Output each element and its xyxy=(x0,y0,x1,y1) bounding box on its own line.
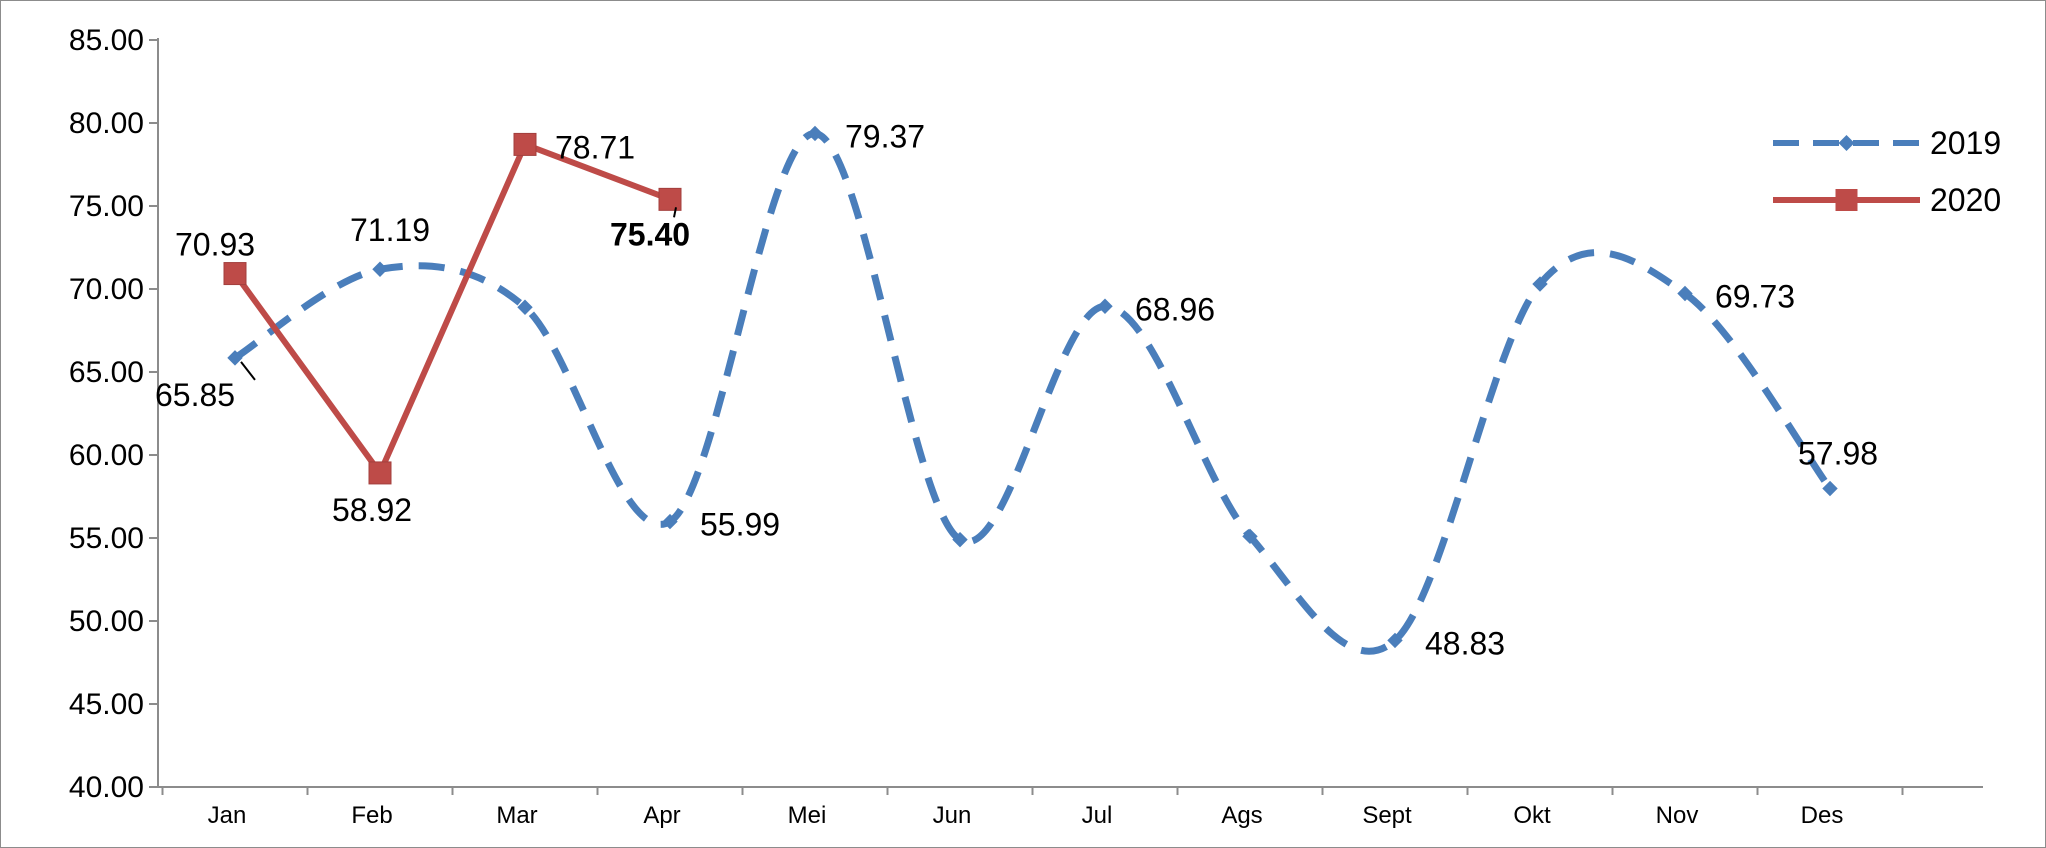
x-tick-label: Jun xyxy=(933,802,972,829)
data-point-2019-Des xyxy=(1822,480,1838,497)
data-point-2020-Mar xyxy=(513,132,537,156)
legend: 2019 2020 xyxy=(1773,125,2001,218)
x-tick-label: Des xyxy=(1801,802,1844,829)
data-point-2020-Apr xyxy=(658,187,682,211)
data-label-2020-Mar: 78.71 xyxy=(555,129,635,165)
series-line-2020 xyxy=(232,141,672,476)
data-point-2019-Sept xyxy=(1387,632,1403,649)
data-label-2020-Apr: 75.40 xyxy=(610,216,690,252)
legend-label-2020: 2020 xyxy=(1930,182,2001,218)
x-tick-label: Jul xyxy=(1082,802,1113,829)
x-tick-label: Apr xyxy=(643,802,680,829)
x-tick-label: Okt xyxy=(1513,802,1551,829)
data-label-2019-Jan: 65.85 xyxy=(155,377,235,413)
label-leader-line xyxy=(673,207,677,218)
chart-axes: 40.00 45.00 50.00 55.00 60.00 65.00 70.00 75.00… xyxy=(69,24,1983,829)
data-labels: 65.85 71.19 55.99 79.37 68.96 48.83 69.73 57.98… xyxy=(155,118,1878,661)
x-tick-label: Mei xyxy=(788,802,827,829)
data-point-2019-Mar xyxy=(517,299,533,315)
x-tick-label: Feb xyxy=(351,802,392,829)
data-label-2019-Mei: 79.37 xyxy=(845,118,925,154)
data-point-2019-Okt xyxy=(1532,276,1548,292)
data-point-2020-Jan xyxy=(223,262,247,286)
y-tick-label: 80.00 xyxy=(69,107,144,140)
x-tick-label: Sept xyxy=(1362,802,1412,829)
x-tick-label: Jan xyxy=(208,802,247,829)
x-tick-label: Ags xyxy=(1221,802,1262,829)
data-point-2019-Jan xyxy=(227,350,243,366)
data-label-2019-Feb: 71.19 xyxy=(350,212,430,248)
legend-label-2019: 2019 xyxy=(1930,125,2001,161)
data-point-2019-Apr xyxy=(662,513,678,530)
data-point-2019-Jun xyxy=(952,531,968,548)
x-tick-label: Mar xyxy=(496,802,537,829)
data-point-2019-Mei xyxy=(807,125,823,142)
data-label-2019-Des: 57.98 xyxy=(1798,436,1878,472)
label-leader-line xyxy=(240,361,256,381)
data-label-2019-Jul: 68.96 xyxy=(1135,291,1215,327)
y-tick-label: 70.00 xyxy=(69,273,144,306)
y-tick-label: 50.00 xyxy=(69,605,144,638)
x-tick-label: Nov xyxy=(1656,802,1699,829)
data-point-2019-Feb xyxy=(372,261,388,277)
series-line-2019 xyxy=(233,129,1833,655)
y-tick-label: 75.00 xyxy=(69,190,144,223)
data-label-2020-Feb: 58.92 xyxy=(332,492,412,528)
data-point-2019-Jul xyxy=(1097,298,1113,314)
y-tick-label: 85.00 xyxy=(69,24,144,57)
legend-marker-2020 xyxy=(1835,189,1858,211)
y-tick-label: 45.00 xyxy=(69,688,144,721)
series-layer xyxy=(223,125,1838,655)
data-label-2019-Apr: 55.99 xyxy=(700,507,780,543)
legend-marker-2019 xyxy=(1838,135,1855,151)
y-tick-label: 40.00 xyxy=(69,771,144,804)
data-label-2019-Sept: 48.83 xyxy=(1425,625,1505,661)
data-label-2019-Nov: 69.73 xyxy=(1715,278,1795,314)
data-label-2020-Jan: 70.93 xyxy=(175,227,255,263)
data-point-2019-Nov xyxy=(1677,285,1693,302)
data-point-2019-Ags xyxy=(1242,528,1258,545)
y-tick-label: 60.00 xyxy=(69,439,144,472)
y-tick-label: 55.00 xyxy=(69,522,144,555)
y-tick-label: 65.00 xyxy=(69,356,144,389)
data-point-2020-Feb xyxy=(368,461,392,485)
